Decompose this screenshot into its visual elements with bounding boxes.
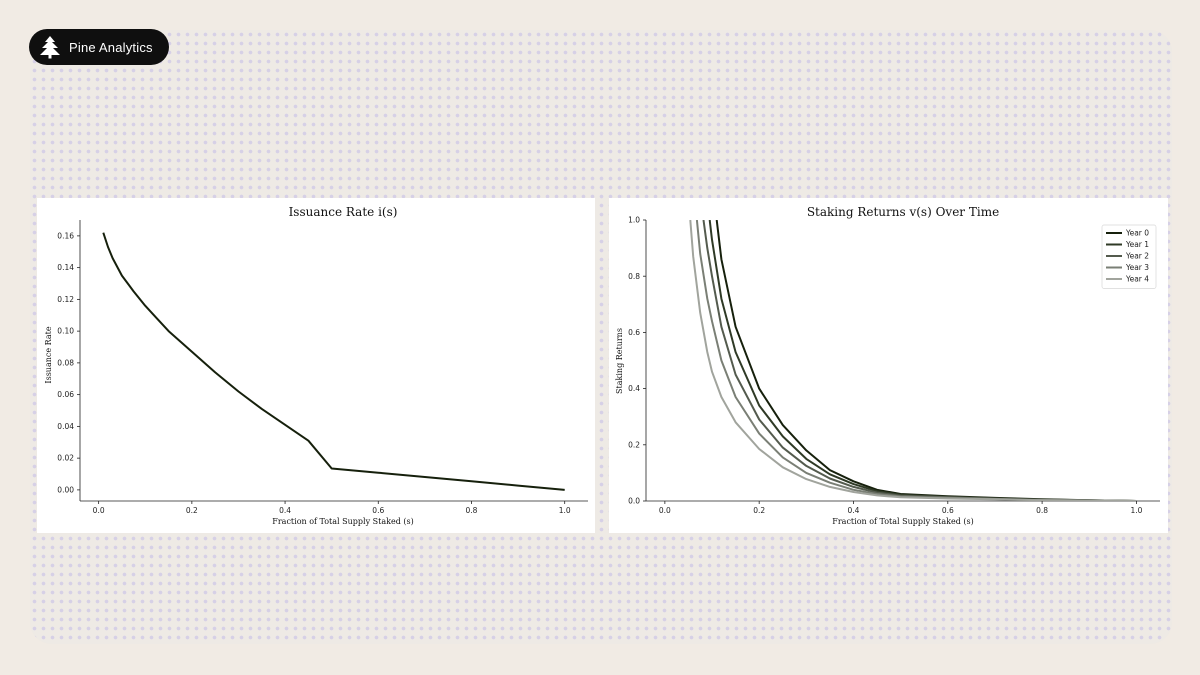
y-tick-label: 1.0	[628, 216, 640, 225]
y-tick-label: 0.16	[57, 231, 74, 240]
x-axis-label: Fraction of Total Supply Staked (s)	[832, 517, 973, 526]
legend-entry: Year 3	[1125, 263, 1149, 272]
y-axis-label: Staking Returns	[615, 328, 624, 394]
y-tick-label: 0.2	[628, 440, 640, 449]
y-tick-label: 0.4	[628, 384, 640, 393]
y-tick-label: 0.14	[57, 263, 74, 272]
chart-title: Issuance Rate i(s)	[289, 205, 398, 219]
x-axis-label: Fraction of Total Supply Staked (s)	[272, 517, 413, 526]
series-line-0	[715, 220, 1137, 501]
x-tick-label: 0.8	[1036, 506, 1048, 515]
y-tick-label: 0.00	[57, 485, 74, 494]
x-tick-label: 0.0	[93, 506, 105, 515]
y-tick-label: 0.06	[57, 390, 74, 399]
series-line-4	[689, 220, 1137, 501]
x-tick-label: 0.4	[279, 506, 291, 515]
x-tick-label: 0.0	[659, 506, 671, 515]
legend-entry: Year 1	[1125, 240, 1149, 249]
legend-box	[1101, 224, 1157, 289]
staking-returns-chart: Staking Returns v(s) Over Time Fraction …	[615, 205, 1160, 526]
issuance-rate-chart-card: Issuance Rate i(s) Fraction of Total Sup…	[37, 198, 595, 533]
y-tick-label: 0.0	[628, 497, 640, 506]
x-tick-label: 1.0	[559, 506, 571, 515]
y-tick-label: 0.8	[628, 272, 640, 281]
x-tick-label: 0.2	[753, 506, 765, 515]
legend-entry: Year 4	[1125, 275, 1149, 284]
legend-entry: Year 0	[1125, 229, 1149, 238]
y-tick-label: 0.10	[57, 327, 74, 336]
pine-tree-icon	[40, 36, 60, 59]
x-tick-label: 0.6	[942, 506, 954, 515]
brand-badge: Pine Analytics	[29, 29, 169, 65]
legend-entry: Year 2	[1125, 252, 1149, 261]
chart-title: Staking Returns v(s) Over Time	[807, 205, 999, 219]
issuance-rate-chart: Issuance Rate i(s) Fraction of Total Sup…	[44, 205, 588, 526]
y-tick-label: 0.12	[57, 295, 74, 304]
y-tick-label: 0.08	[57, 358, 74, 367]
series-line-3	[695, 220, 1137, 501]
series-line-2	[702, 220, 1137, 501]
y-tick-label: 0.02	[57, 454, 74, 463]
x-tick-label: 0.4	[848, 506, 860, 515]
x-tick-label: 0.2	[186, 506, 198, 515]
y-tick-label: 0.6	[628, 328, 640, 337]
staking-returns-chart-card: Staking Returns v(s) Over Time Fraction …	[609, 198, 1168, 533]
brand-name: Pine Analytics	[69, 39, 153, 55]
x-tick-label: 0.6	[372, 506, 384, 515]
series-line-0	[102, 232, 565, 491]
x-tick-label: 1.0	[1130, 506, 1142, 515]
y-tick-label: 0.04	[57, 422, 74, 431]
x-tick-label: 0.8	[466, 506, 478, 515]
y-axis-label: Issuance Rate	[44, 326, 53, 383]
series-line-1	[708, 220, 1137, 501]
